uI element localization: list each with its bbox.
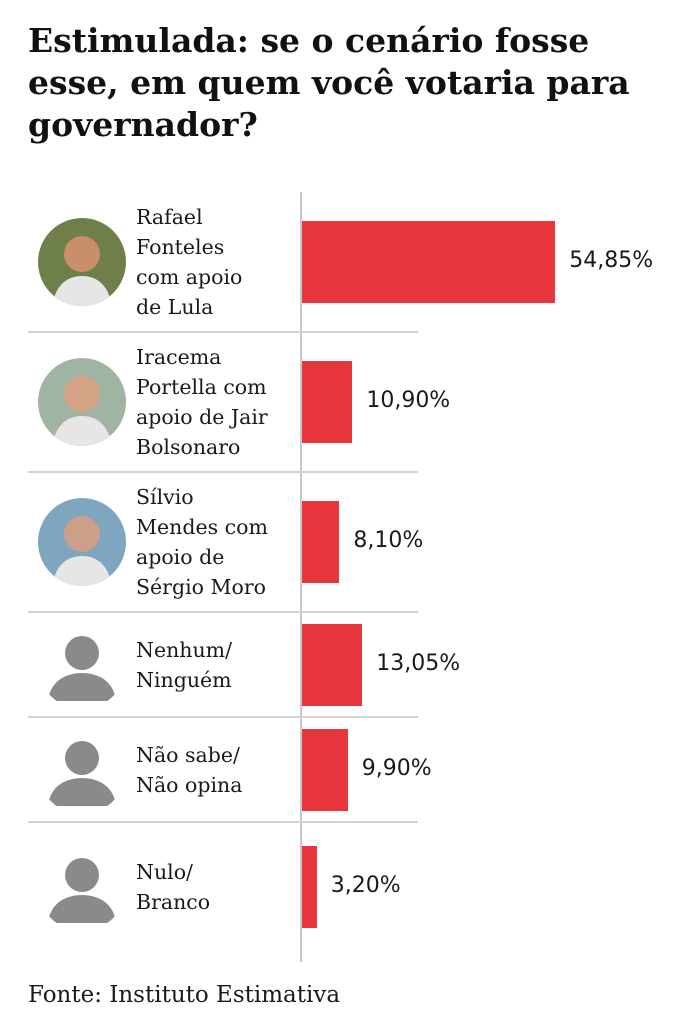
bar-chart: Rafael Fonteles com apoio de Lula 54,85% I… bbox=[0, 192, 676, 962]
category-label: Rafael Fonteles com apoio de Lula bbox=[136, 205, 243, 319]
category-label: Não sabe/ Não opina bbox=[136, 742, 243, 797]
data-label: 9,90% bbox=[361, 755, 432, 781]
photo-icon bbox=[38, 498, 126, 586]
data-label: 10,90% bbox=[366, 388, 451, 413]
person-silhouette-icon bbox=[38, 843, 126, 931]
data-label: 8,10% bbox=[353, 528, 424, 553]
row-divider bbox=[28, 331, 418, 333]
photo-icon bbox=[38, 218, 126, 306]
data-label: 54,85% bbox=[569, 248, 654, 273]
bar bbox=[302, 846, 317, 928]
bar bbox=[302, 728, 348, 811]
category-label: Nulo/ Branco bbox=[136, 860, 211, 914]
bar bbox=[302, 501, 340, 583]
photo-icon bbox=[38, 358, 126, 446]
chart-title: Estimulada: se o cenário fosse esse, em … bbox=[28, 21, 630, 144]
person-silhouette-icon bbox=[38, 725, 126, 814]
category-label: Iracema Portella com apoio de Jair Bolso… bbox=[136, 345, 268, 459]
source-note: Fonte: Instituto Estimativa bbox=[28, 982, 341, 1008]
bar bbox=[302, 623, 363, 706]
row-divider bbox=[28, 471, 418, 473]
data-label: 13,05% bbox=[376, 650, 461, 676]
row-divider bbox=[28, 716, 418, 718]
bar bbox=[302, 221, 556, 303]
row-divider bbox=[28, 821, 418, 823]
category-label: Nenhum/ Ninguém bbox=[136, 637, 233, 692]
category-label: Sílvio Mendes com apoio de Sérgio Moro bbox=[136, 485, 268, 599]
baseline-axis bbox=[300, 192, 302, 962]
data-label: 3,20% bbox=[330, 873, 401, 898]
person-silhouette-icon bbox=[38, 620, 126, 709]
bar bbox=[302, 361, 353, 443]
row-divider bbox=[28, 611, 418, 613]
